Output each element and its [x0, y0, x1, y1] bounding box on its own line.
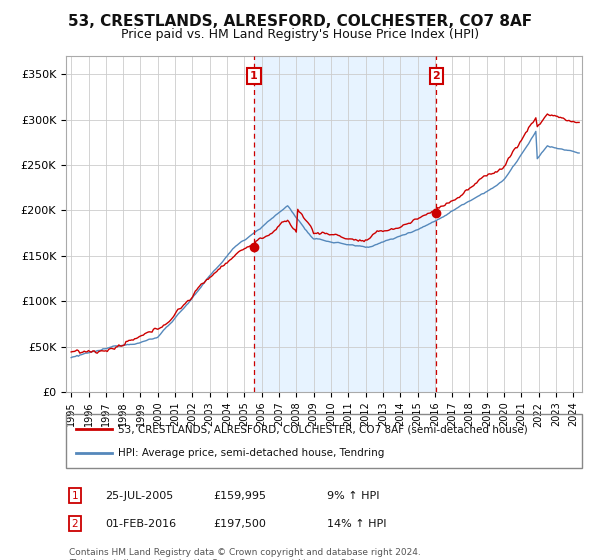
Text: HPI: Average price, semi-detached house, Tendring: HPI: Average price, semi-detached house,…: [118, 447, 384, 458]
Bar: [254, 56, 436, 392]
Text: Contains HM Land Registry data © Crown copyright and database right 2024.
This d: Contains HM Land Registry data © Crown c…: [69, 548, 421, 560]
Text: 25-JUL-2005: 25-JUL-2005: [105, 491, 173, 501]
Text: 53, CRESTLANDS, ALRESFORD, COLCHESTER, CO7 8AF: 53, CRESTLANDS, ALRESFORD, COLCHESTER, C…: [68, 14, 532, 29]
Text: 1: 1: [250, 71, 258, 81]
Text: 01-FEB-2016: 01-FEB-2016: [105, 519, 176, 529]
Text: 9% ↑ HPI: 9% ↑ HPI: [327, 491, 380, 501]
Text: Price paid vs. HM Land Registry's House Price Index (HPI): Price paid vs. HM Land Registry's House …: [121, 28, 479, 41]
Text: £159,995: £159,995: [213, 491, 266, 501]
Text: £197,500: £197,500: [213, 519, 266, 529]
Text: 53, CRESTLANDS, ALRESFORD, COLCHESTER, CO7 8AF (semi-detached house): 53, CRESTLANDS, ALRESFORD, COLCHESTER, C…: [118, 424, 527, 435]
Text: 14% ↑ HPI: 14% ↑ HPI: [327, 519, 386, 529]
Text: 1: 1: [71, 491, 79, 501]
Text: 2: 2: [71, 519, 79, 529]
Text: 2: 2: [433, 71, 440, 81]
